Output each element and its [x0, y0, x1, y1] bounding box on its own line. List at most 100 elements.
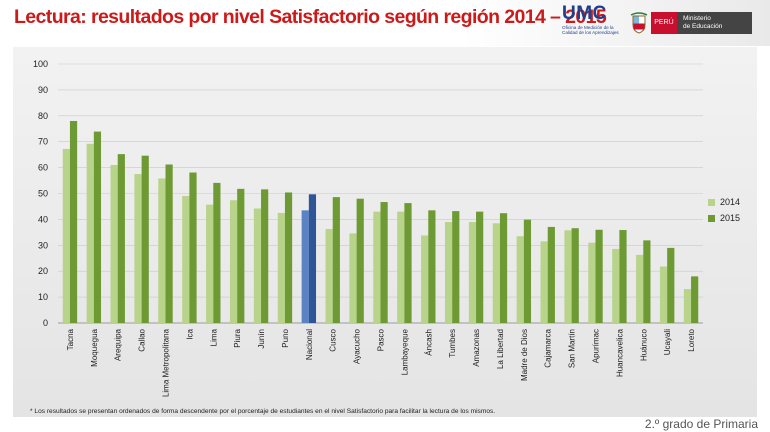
umc-subtitle-line: Oficina de Medición de la [562, 25, 614, 30]
legend-label-2015: 2015 [720, 213, 741, 223]
bar-2015 [308, 194, 317, 323]
bar-2014 [229, 200, 238, 323]
legend-swatch-2014 [708, 198, 715, 206]
x-tick-label: Puno [281, 328, 290, 347]
bar-2015 [332, 197, 340, 323]
bar-2015 [595, 229, 603, 323]
y-tick-label: 0 [43, 318, 48, 328]
bar-2014 [182, 196, 190, 323]
x-tick-label: Madre de Dios [520, 329, 529, 381]
x-tick-label: Lima [209, 328, 218, 346]
x-tick-label: Áncash [424, 329, 433, 356]
page-title: Lectura: resultados por nivel Satisfacto… [14, 6, 607, 28]
x-tick-label: Apurímac [592, 329, 601, 363]
chart-legend: 2014 2015 [708, 194, 740, 226]
legend-item-2015: 2015 [708, 210, 740, 226]
x-tick-label: Ucayali [663, 329, 672, 355]
y-tick-label: 100 [33, 59, 48, 69]
footnote: * Los resultados se presentan ordenados … [30, 408, 496, 415]
bar-2015 [691, 276, 699, 323]
grade-label: 2.º grado de Primaria [644, 417, 758, 431]
x-tick-label: La Libertad [496, 329, 505, 369]
bar-2015 [213, 182, 221, 323]
bar-2015 [141, 155, 149, 323]
x-tick-label: Lambayeque [400, 328, 409, 375]
y-tick-label: 50 [38, 189, 48, 199]
bar-2014 [421, 235, 429, 323]
bar-2014 [134, 174, 142, 323]
y-tick-label: 20 [38, 266, 48, 276]
x-tick-label: Ica [185, 328, 194, 339]
bar-2015 [428, 210, 436, 323]
x-tick-label: Loreto [687, 328, 696, 351]
bar-2015 [547, 226, 555, 323]
bar-2014 [325, 228, 333, 323]
peru-label: PERÚ [651, 12, 677, 34]
bar-2015 [189, 172, 197, 323]
x-tick-label: Junín [257, 329, 266, 349]
y-tick-label: 10 [38, 292, 48, 302]
x-tick-label: Huánuco [639, 328, 648, 361]
bar-2015 [237, 188, 245, 323]
bar-2014 [206, 204, 214, 323]
bar-2014 [636, 254, 644, 323]
bar-2014 [349, 233, 357, 323]
bar-2014 [659, 266, 668, 323]
bar-2015 [117, 154, 125, 323]
bar-2014 [540, 241, 548, 323]
bar-chart: 0 10 20 30 40 50 60 70 80 90 100 Tacna Moquegua Arequ… [33, 59, 703, 397]
bar-2015 [284, 192, 293, 323]
bar-2014 [373, 211, 381, 323]
x-tick-label: Ayacucho [353, 328, 362, 364]
bar-2015 [452, 211, 460, 323]
bar-2015 [165, 164, 173, 323]
bar-2015 [356, 198, 364, 323]
legend-label-2014: 2014 [720, 197, 741, 207]
umc-logo: UMC Oficina de Medición de la Calidad de… [560, 3, 622, 41]
bar-2014 [86, 143, 94, 323]
bar-2014 [516, 236, 524, 323]
y-tick-label: 30 [38, 240, 48, 250]
bar-2014 [110, 165, 118, 323]
x-tick-label: Lima Metropolitana [162, 328, 171, 397]
bar-2015 [523, 219, 532, 323]
bar-2014 [588, 242, 596, 323]
bar-2015 [571, 228, 579, 323]
x-tick-label: Callao [138, 328, 147, 351]
x-tick-label: Moquegua [90, 328, 99, 366]
x-tick-label: Arequipa [114, 328, 123, 361]
bar-2014 [468, 221, 477, 323]
bar-2015 [380, 202, 388, 323]
ministry-label-line: Ministerio [683, 15, 711, 22]
umc-logo-text: UMC [562, 3, 607, 24]
x-tick-label: Nacional [305, 329, 314, 360]
x-tick-label: San Martín [568, 329, 577, 368]
bar-2014 [612, 248, 620, 323]
y-tick-label: 70 [38, 137, 48, 147]
bar-2015 [667, 247, 675, 323]
x-tick-label: Cusco [329, 328, 338, 351]
x-tick-label: Tacna [66, 328, 75, 350]
bar-2015 [69, 120, 78, 323]
chart-panel: 0 10 20 30 40 50 60 70 80 90 100 Tacna Moquegua Arequ… [13, 47, 757, 417]
x-tick-label: Tumbes [448, 329, 457, 358]
bar-2015 [643, 240, 651, 323]
x-tick-label: Pasco [377, 328, 386, 351]
umc-logo-subtitle: Oficina de Medición de la Calidad de los… [562, 25, 632, 35]
bar-2015 [261, 189, 269, 323]
bar-2014 [301, 210, 309, 323]
x-tick-label: Amazonas [472, 329, 481, 367]
bar-2014 [397, 211, 405, 323]
bar-2015 [476, 211, 484, 323]
legend-swatch-2015 [708, 214, 715, 222]
x-tick-label: Piura [233, 328, 242, 347]
x-tick-label: Cajamarca [544, 328, 553, 367]
ministry-label: Ministerio de Educación [677, 12, 752, 34]
bar-2014 [62, 148, 70, 323]
legend-item-2014: 2014 [708, 194, 740, 210]
bar-2015 [499, 213, 508, 323]
umc-subtitle-line: Calidad de los Aprendizajes [562, 30, 619, 36]
bar-2014 [564, 230, 572, 323]
y-tick-label: 40 [38, 214, 48, 224]
y-tick-label: 90 [38, 85, 48, 95]
